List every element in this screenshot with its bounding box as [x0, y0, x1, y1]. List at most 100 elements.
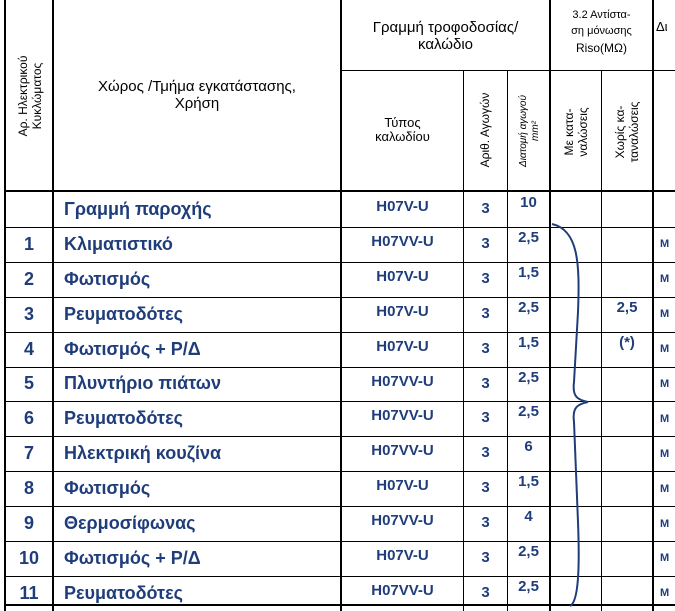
row-conductor-count: 3	[481, 269, 490, 287]
row-location-use: Φωτισμός	[64, 268, 151, 289]
grid-line	[52, 0, 54, 611]
header-circuit-number: Αρ. Ηλεκτρικού Κυκλώματος	[16, 55, 44, 137]
row-without-loads	[602, 401, 652, 436]
row-cable-type: H07VV-U	[371, 581, 434, 599]
brace-icon	[551, 223, 589, 607]
row-conductor-count: 3	[481, 339, 490, 357]
row-next-column	[654, 192, 675, 227]
row-next-column: Μ	[660, 308, 670, 321]
row-circuit-number: 8	[23, 478, 34, 499]
row-cross-section: 2,5	[518, 368, 539, 386]
row-divider	[4, 332, 675, 333]
row-cable-type: H07VV-U	[371, 372, 434, 390]
header-insulation-title: 3.2 Αντίστα-	[572, 9, 631, 21]
row-without-loads	[602, 192, 652, 227]
row-without-loads	[602, 471, 652, 506]
row-without-loads	[602, 227, 652, 262]
row-circuit-number: 2	[23, 268, 34, 289]
row-location-use: Φωτισμός + Ρ/Δ	[64, 338, 201, 359]
row-circuit-number: 5	[23, 373, 34, 394]
header-insulation-subtitle: ση μόνωσης	[571, 25, 632, 37]
row-circuit-number: 11	[19, 582, 39, 603]
row-cable-type: H07VV-U	[371, 232, 434, 250]
row-conductor-count: 3	[481, 234, 490, 252]
row-cross-section: 2,5	[518, 403, 539, 421]
row-cross-section: 2,5	[518, 228, 539, 246]
row-circuit-number: 3	[23, 303, 34, 324]
row-divider	[4, 227, 675, 228]
grid-line	[549, 0, 551, 611]
row-without-loads	[602, 367, 652, 402]
row-cross-section: 1,5	[518, 333, 539, 351]
header-insulation-unit: Riso(MΩ)	[576, 41, 627, 55]
row-conductor-count: 3	[481, 409, 490, 427]
row-cable-type: H07VV-U	[371, 442, 434, 460]
row-next-column: Μ	[660, 552, 670, 565]
header-supply-line: Γραμμή τροφοδοσίας/ καλώδιο	[372, 19, 519, 53]
row-location-use: Πλυντήριο πιάτων	[64, 373, 221, 394]
row-next-column: Μ	[660, 587, 670, 600]
row-divider	[4, 541, 675, 542]
row-conductor-count: 3	[481, 479, 490, 497]
row-circuit-number: 6	[23, 408, 34, 429]
row-conductor-count: 3	[481, 514, 490, 532]
grid-line	[340, 70, 675, 71]
row-cross-section: 2,5	[518, 577, 539, 595]
header-cross-section: Διατομή αγωγού mm²	[518, 95, 541, 167]
row-cable-type: H07VV-U	[371, 407, 434, 425]
row-location-use: Ρευματοδότες	[64, 408, 183, 429]
grid-line	[652, 0, 654, 611]
row-divider	[4, 436, 675, 437]
row-conductor-count: 3	[481, 374, 490, 392]
row-next-column: Μ	[660, 447, 670, 460]
row-conductor-count: 3	[481, 583, 490, 601]
row-without-loads	[602, 262, 652, 297]
row-circuit-number	[6, 192, 52, 227]
row-cable-type: H07V-U	[376, 302, 429, 320]
row-divider	[4, 297, 675, 298]
row-divider	[4, 576, 675, 577]
grid-line	[4, 190, 675, 192]
row-cable-type: H07VV-U	[371, 512, 434, 530]
row-next-column: Μ	[660, 273, 670, 286]
row-location-use: Ηλεκτρική κουζίνα	[64, 443, 222, 464]
grid-line	[507, 70, 508, 611]
row-divider	[4, 401, 675, 402]
grid-line	[463, 70, 464, 611]
header-cable-type: Τύπος καλωδίου	[375, 115, 430, 144]
row-divider	[4, 367, 675, 368]
header-without-loads: Χωρίς κα- ταναλώσεις	[613, 101, 641, 163]
row-cable-type: H07V-U	[376, 267, 429, 285]
grid-line	[601, 70, 602, 611]
row-cross-section: 1,5	[518, 473, 539, 491]
row-next-column: Μ	[660, 343, 670, 356]
row-cross-section: 6	[524, 438, 533, 456]
row-next-column: Μ	[660, 482, 670, 495]
row-cross-section: 10	[520, 194, 537, 211]
row-location-use: Κλιματιστικό	[64, 233, 173, 254]
row-without-loads	[602, 506, 652, 541]
row-circuit-number: 4	[23, 338, 34, 359]
row-conductor-count: 3	[481, 549, 490, 566]
row-next-column: Μ	[660, 412, 670, 425]
row-divider	[4, 506, 675, 507]
row-cross-section: 2,5	[518, 298, 539, 316]
row-without-loads	[602, 436, 652, 471]
header-location-use: Χώρος /Τμήμα εγκατάστασης, Χρήση	[98, 78, 296, 112]
row-circuit-number: 9	[23, 513, 34, 534]
row-circuit-number: 1	[23, 233, 34, 254]
row-cross-section: 4	[524, 508, 533, 526]
row-cable-type: H07V-U	[376, 337, 429, 355]
row-without-loads: (*)	[619, 333, 635, 351]
row-cross-section: 1,5	[518, 263, 539, 281]
table-bottom-border	[4, 604, 675, 606]
row-cross-section: 2,5	[518, 543, 539, 560]
header-next-column: Δι	[656, 19, 668, 34]
row-conductor-count: 3	[481, 304, 490, 322]
row-next-column: Μ	[660, 517, 670, 530]
row-cable-type: H07V-U	[376, 547, 429, 564]
grid-line	[4, 0, 6, 611]
row-location-use: Θερμοσίφωνας	[64, 513, 196, 534]
row-location-use: Ρευματοδότες	[64, 303, 183, 324]
